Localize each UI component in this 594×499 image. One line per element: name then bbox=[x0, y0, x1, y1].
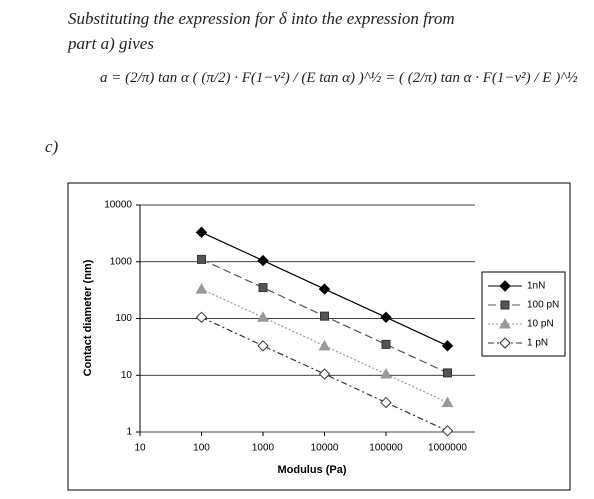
text-line: Substituting the expression for δ into t… bbox=[68, 9, 455, 28]
marker bbox=[318, 283, 331, 295]
x-tick-label: 10000 bbox=[311, 443, 339, 454]
marker bbox=[319, 311, 329, 321]
y-tick-label: 10 bbox=[121, 370, 133, 381]
y-axis-label: Contact diameter (nm) bbox=[82, 259, 94, 376]
text-line: part a) gives bbox=[67, 34, 154, 53]
y-tick-label: 1000 bbox=[110, 256, 133, 267]
marker bbox=[318, 368, 331, 380]
x-tick-label: 10 bbox=[134, 443, 146, 454]
marker bbox=[441, 396, 454, 408]
marker bbox=[380, 311, 392, 324]
marker bbox=[258, 283, 268, 293]
marker bbox=[499, 280, 511, 292]
marker bbox=[318, 339, 331, 351]
marker bbox=[195, 283, 208, 294]
legend bbox=[481, 271, 566, 357]
marker bbox=[441, 340, 454, 352]
y-tick-label: 10000 bbox=[104, 200, 132, 211]
marker bbox=[499, 317, 511, 329]
marker bbox=[381, 339, 391, 349]
marker bbox=[257, 340, 269, 352]
marker bbox=[195, 311, 208, 324]
y-tick-label: 1 bbox=[126, 427, 132, 438]
x-tick-label: 1000000 bbox=[428, 443, 467, 454]
marker bbox=[442, 368, 452, 378]
part-label: c) bbox=[45, 137, 59, 156]
marker bbox=[196, 254, 206, 264]
marker bbox=[380, 396, 392, 409]
x-tick-label: 100 bbox=[193, 443, 210, 454]
series-line bbox=[201, 288, 448, 404]
marker bbox=[257, 254, 269, 267]
marker bbox=[500, 300, 510, 310]
marker bbox=[441, 425, 454, 437]
marker bbox=[499, 337, 511, 349]
equation: a = (2/π) tan α ( (π/2) · F(1−ν²) / (E t… bbox=[100, 70, 578, 86]
marker bbox=[380, 368, 392, 379]
x-axis-label: Modulus (Pa) bbox=[277, 464, 346, 476]
marker bbox=[195, 226, 208, 239]
x-tick-label: 100000 bbox=[369, 443, 403, 454]
x-tick-label: 1000 bbox=[252, 443, 275, 454]
legend-label: 1 pN bbox=[527, 338, 548, 349]
legend-label: 10 pN bbox=[527, 319, 554, 330]
y-tick-label: 100 bbox=[115, 313, 132, 324]
marker bbox=[257, 311, 269, 322]
legend-label: 1nN bbox=[527, 281, 545, 292]
legend-label: 100 pN bbox=[527, 300, 559, 311]
